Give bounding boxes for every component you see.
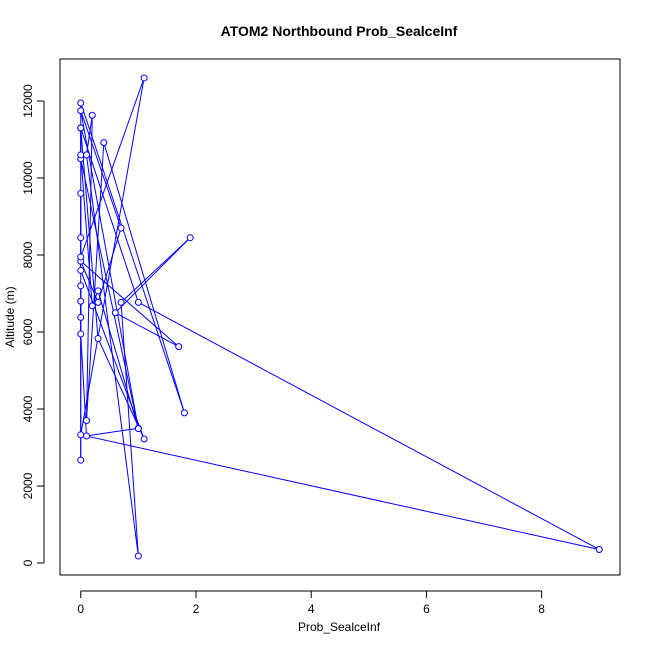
points-layer — [77, 74, 603, 560]
y-tick-label: 10000 — [21, 161, 35, 195]
series-segment — [80, 80, 145, 432]
data-point — [77, 253, 85, 261]
x-axis: 0 2 4 6 8 — [77, 590, 545, 616]
data-point — [111, 309, 119, 317]
data-point — [94, 287, 102, 295]
data-point — [134, 425, 142, 433]
series-segment — [86, 118, 93, 418]
series-segment — [120, 305, 139, 554]
data-point — [77, 297, 85, 305]
y-tick-label: 0 — [21, 559, 35, 566]
series-segment — [122, 239, 189, 301]
series-segment — [86, 145, 105, 418]
series-segment — [83, 434, 597, 550]
data-point — [94, 298, 102, 306]
data-point — [77, 99, 85, 107]
data-point — [117, 298, 125, 306]
data-point — [77, 330, 85, 338]
series-segment — [81, 80, 144, 255]
series-segment — [104, 145, 185, 411]
series-segment — [98, 293, 138, 426]
series-segment — [140, 303, 597, 549]
series-segment — [81, 130, 138, 300]
series-segment — [117, 239, 189, 311]
y-tick-label: 2000 — [21, 472, 35, 499]
x-tick-label: 6 — [423, 602, 430, 616]
series-segment — [86, 118, 93, 153]
series-segment — [86, 157, 139, 554]
data-point — [77, 124, 85, 132]
data-point — [77, 313, 85, 321]
x-tick-label: 0 — [77, 602, 84, 616]
series-segment — [81, 105, 184, 411]
y-tick-label: 12000 — [21, 84, 35, 118]
data-point — [134, 298, 142, 306]
series-segment — [80, 336, 87, 433]
data-point — [77, 234, 85, 242]
data-point — [175, 343, 183, 351]
data-point — [77, 189, 85, 197]
series-segment — [98, 230, 121, 300]
data-point — [100, 139, 108, 147]
series-layer — [80, 80, 597, 554]
data-point — [186, 234, 194, 242]
data-point — [83, 432, 91, 440]
x-tick-label: 2 — [193, 602, 200, 616]
data-point — [83, 417, 91, 425]
data-point — [77, 107, 85, 115]
series-segment — [82, 262, 177, 346]
data-point — [88, 111, 96, 119]
data-point — [94, 335, 102, 343]
data-point — [117, 224, 125, 232]
series-segment — [80, 157, 93, 303]
data-point — [77, 266, 85, 274]
data-point — [134, 552, 142, 560]
data-point — [180, 409, 188, 417]
series-segment — [81, 113, 121, 226]
chart-title: ATOM2 Northbound Prob_SealceInf — [221, 23, 458, 39]
data-point — [83, 151, 91, 159]
y-axis: 0 2000 4000 6000 8000 10000 12000 — [21, 84, 45, 566]
series-segment — [80, 113, 139, 426]
x-tick-label: 4 — [308, 602, 315, 616]
data-point — [77, 456, 85, 464]
x-axis-label: Prob_SealceInf — [298, 620, 381, 634]
series-segment — [89, 428, 136, 437]
y-tick-label: 8000 — [21, 241, 35, 268]
data-point — [77, 282, 85, 290]
series-segment — [117, 313, 177, 346]
plot-frame — [59, 58, 621, 576]
data-point — [595, 546, 603, 554]
data-point — [140, 74, 148, 82]
y-tick-label: 4000 — [21, 395, 35, 422]
x-tick-label: 8 — [538, 602, 545, 616]
data-point — [88, 302, 96, 310]
y-tick-label: 6000 — [21, 318, 35, 345]
data-point — [77, 151, 85, 159]
data-point — [77, 431, 85, 439]
data-point — [140, 435, 148, 443]
y-axis-label: Altitude (m) — [3, 286, 17, 347]
